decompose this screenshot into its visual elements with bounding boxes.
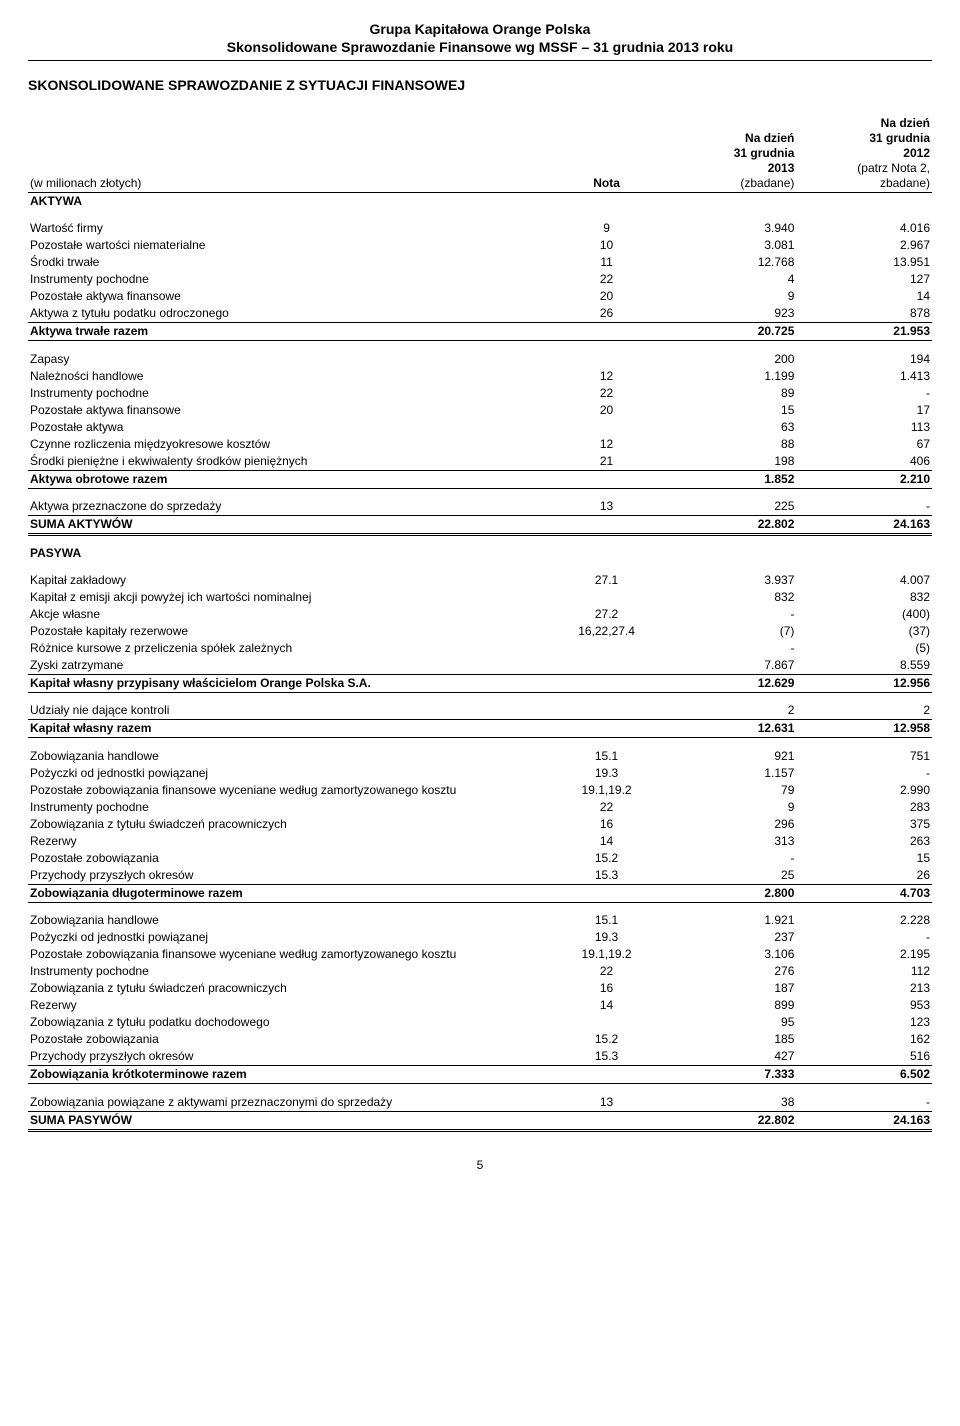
table-row: Instrumenty pochodne22276112 [28,963,932,980]
subtotal-row: Kapitał własny razem12.63112.958 [28,720,932,738]
col-2013-header: Na dzień 31 grudnia 2013 (zbadane) [661,115,797,193]
table-row: Pozostałe aktywa finansowe201517 [28,402,932,419]
table-row: Pozostałe zobowiązania finansowe wycenia… [28,782,932,799]
section-aktywa: AKTYWA [28,193,552,211]
financial-table: (w milionach złotych) Nota Na dzień 31 g… [28,115,932,1132]
table-row: Środki pieniężne i ekwiwalenty środków p… [28,453,932,471]
units-label: (w milionach złotych) [28,115,552,193]
table-row: Pożyczki od jednostki powiązanej19.31.15… [28,765,932,782]
table-row: Zobowiązania z tytułu świadczeń pracowni… [28,816,932,833]
table-row: Instrumenty pochodne2289- [28,385,932,402]
table-row: Czynne rozliczenia międzyokresowe kosztó… [28,436,932,453]
header-line-1: Grupa Kapitałowa Orange Polska [28,20,932,38]
table-row: Zobowiązania handlowe15.11.9212.228 [28,912,932,929]
table-row: Zyski zatrzymane7.8678.559 [28,657,932,675]
table-row: PASYWA [28,545,932,562]
table-row: Zobowiązania handlowe15.1921751 [28,748,932,765]
table-row: Akcje własne27.2-(400) [28,606,932,623]
nota-header: Nota [552,115,660,193]
table-row: Wartość firmy93.9404.016 [28,220,932,237]
table-row: Instrumenty pochodne229283 [28,799,932,816]
subtotal-row: Zobowiązania krótkoterminowe razem7.3336… [28,1066,932,1084]
table-row: Kapitał z emisji akcji powyżej ich warto… [28,589,932,606]
subtotal-row: Zobowiązania długoterminowe razem2.8004.… [28,884,932,902]
table-row: Pożyczki od jednostki powiązanej19.3237- [28,929,932,946]
table-row: Pozostałe zobowiązania15.2-15 [28,850,932,867]
subtotal-row: Kapitał własny przypisany właścicielom O… [28,674,932,692]
table-row: Rezerwy14313263 [28,833,932,850]
column-header-row: (w milionach złotych) Nota Na dzień 31 g… [28,115,932,193]
table-row: Zobowiązania z tytułu podatku dochodoweg… [28,1014,932,1031]
table-row: AKTYWA [28,193,932,211]
total-row: SUMA PASYWÓW22.80224.163 [28,1111,932,1130]
statement-title: SKONSOLIDOWANE SPRAWOZDANIE Z SYTUACJI F… [28,77,932,93]
table-row: Pozostałe aktywa63113 [28,419,932,436]
col-2012-header: Na dzień 31 grudnia 2012 (patrz Nota 2, … [796,115,932,193]
table-row: Należności handlowe121.1991.413 [28,368,932,385]
table-row: Zobowiązania z tytułu świadczeń pracowni… [28,980,932,997]
table-row: Przychody przyszłych okresów15.3427516 [28,1048,932,1066]
table-row: Pozostałe aktywa finansowe20914 [28,288,932,305]
subtotal-row: Aktywa trwałe razem20.72521.953 [28,323,932,341]
header-rule [28,60,932,61]
page-header: Grupa Kapitałowa Orange Polska Skonsolid… [28,20,932,56]
table-row: Przychody przyszłych okresów15.32526 [28,867,932,885]
table-row: Aktywa z tytułu podatku odroczonego26923… [28,305,932,323]
table-row: Pozostałe wartości niematerialne103.0812… [28,237,932,254]
page-number: 5 [28,1158,932,1172]
subtotal-row: Aktywa obrotowe razem1.8522.210 [28,470,932,488]
table-row: Zapasy200194 [28,351,932,368]
table-row: Środki trwałe1112.76813.951 [28,254,932,271]
table-row: Rezerwy14899953 [28,997,932,1014]
table-row: Udziały nie dające kontroli22 [28,702,932,720]
table-row: Pozostałe kapitały rezerwowe16,22,27.4(7… [28,623,932,640]
table-row: Kapitał zakładowy27.13.9374.007 [28,572,932,589]
table-row: Zobowiązania powiązane z aktywami przezn… [28,1094,932,1112]
table-row: Pozostałe zobowiązania finansowe wycenia… [28,946,932,963]
header-line-2: Skonsolidowane Sprawozdanie Finansowe wg… [28,38,932,56]
table-row: Pozostałe zobowiązania15.2185162 [28,1031,932,1048]
table-row: Różnice kursowe z przeliczenia spółek za… [28,640,932,657]
table-row: Instrumenty pochodne224127 [28,271,932,288]
section-pasywa: PASYWA [28,545,552,562]
table-row: Aktywa przeznaczone do sprzedaży13225- [28,498,932,516]
total-row: SUMA AKTYWÓW22.80224.163 [28,516,932,535]
